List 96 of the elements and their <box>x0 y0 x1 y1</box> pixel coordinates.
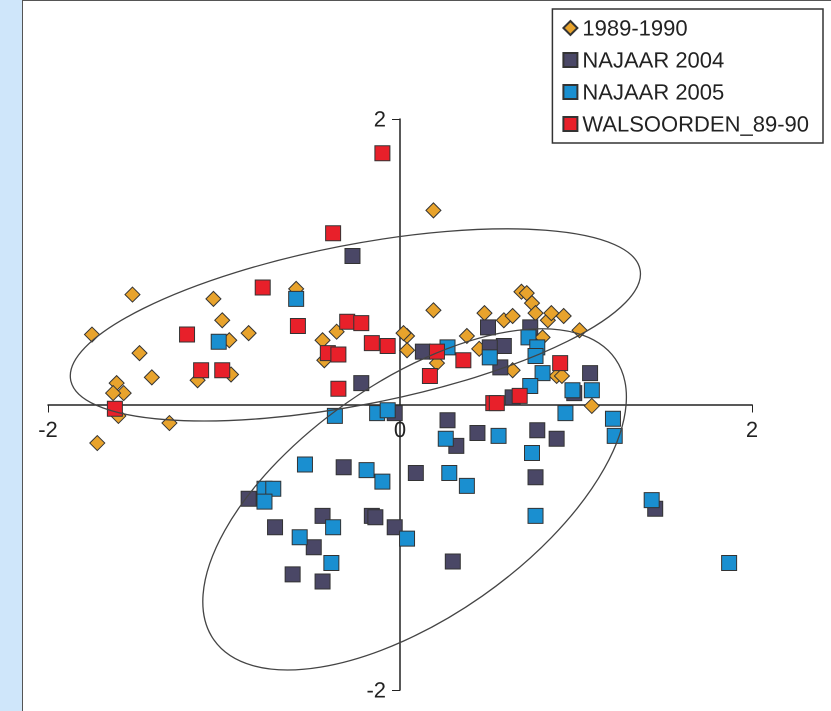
point <box>292 529 308 546</box>
point <box>458 328 475 344</box>
point <box>543 305 560 322</box>
point <box>482 349 498 366</box>
point <box>428 344 445 360</box>
point <box>105 385 122 402</box>
point <box>344 248 360 264</box>
point <box>548 430 565 447</box>
point <box>440 412 456 428</box>
point <box>210 334 227 350</box>
point <box>84 326 100 343</box>
point <box>284 566 301 582</box>
point <box>267 519 284 536</box>
point <box>584 382 600 398</box>
point <box>124 286 140 303</box>
legend-label: NAJAAR 2005 <box>582 80 724 104</box>
point <box>330 346 346 363</box>
point <box>469 425 486 442</box>
point <box>441 465 458 482</box>
point <box>364 335 380 352</box>
point <box>518 285 535 302</box>
point <box>314 574 331 590</box>
point <box>396 325 412 342</box>
point <box>556 308 572 324</box>
point <box>353 315 370 332</box>
point <box>488 395 505 412</box>
point <box>288 290 304 307</box>
point <box>528 508 544 524</box>
point <box>179 326 196 343</box>
point <box>528 469 544 486</box>
point <box>380 402 396 418</box>
point <box>358 462 375 478</box>
point <box>296 456 313 472</box>
point <box>582 365 598 382</box>
legend-label: WALSOORDEN_89-90 <box>582 112 810 136</box>
x-tick-label: 2 <box>746 417 758 442</box>
point <box>323 554 340 571</box>
point <box>353 375 370 392</box>
point <box>265 480 282 497</box>
point <box>214 312 230 328</box>
point <box>721 554 738 571</box>
point <box>512 388 528 404</box>
point <box>374 145 390 162</box>
point <box>476 305 492 322</box>
legend-label: 1989-1990 <box>582 16 688 40</box>
point <box>380 338 396 354</box>
point <box>254 279 271 296</box>
point <box>374 474 390 490</box>
point <box>336 459 352 476</box>
point <box>314 508 331 524</box>
point <box>399 530 416 547</box>
point <box>422 368 438 384</box>
x-tick-label: -2 <box>38 417 58 442</box>
point <box>339 314 356 330</box>
point <box>458 478 475 494</box>
point <box>193 362 210 378</box>
point <box>144 369 160 386</box>
point <box>328 324 345 340</box>
point <box>386 519 403 536</box>
point <box>205 290 222 307</box>
point <box>290 318 306 334</box>
point <box>606 428 623 444</box>
point <box>306 539 322 556</box>
legend-label: NAJAAR 2004 <box>582 48 724 72</box>
point <box>425 202 442 218</box>
point <box>557 405 574 422</box>
point <box>256 494 272 510</box>
point <box>604 410 621 427</box>
point <box>455 352 472 368</box>
point <box>552 355 568 372</box>
point <box>528 305 544 322</box>
point <box>444 554 461 570</box>
point <box>438 430 454 447</box>
point <box>325 519 342 536</box>
point <box>106 400 123 417</box>
point <box>504 308 521 324</box>
point <box>584 398 600 414</box>
point <box>89 435 106 452</box>
point <box>408 465 424 482</box>
point <box>534 365 551 382</box>
point <box>524 295 540 312</box>
point <box>325 225 342 242</box>
point <box>564 382 580 398</box>
point <box>480 319 496 336</box>
point <box>528 348 544 364</box>
point <box>330 380 346 397</box>
point <box>214 362 230 378</box>
point <box>399 342 416 358</box>
point <box>240 325 257 342</box>
point <box>524 445 540 462</box>
point <box>529 422 546 438</box>
point <box>490 428 507 444</box>
point <box>425 302 442 318</box>
point <box>132 345 148 362</box>
point <box>367 509 384 526</box>
point <box>644 492 660 508</box>
